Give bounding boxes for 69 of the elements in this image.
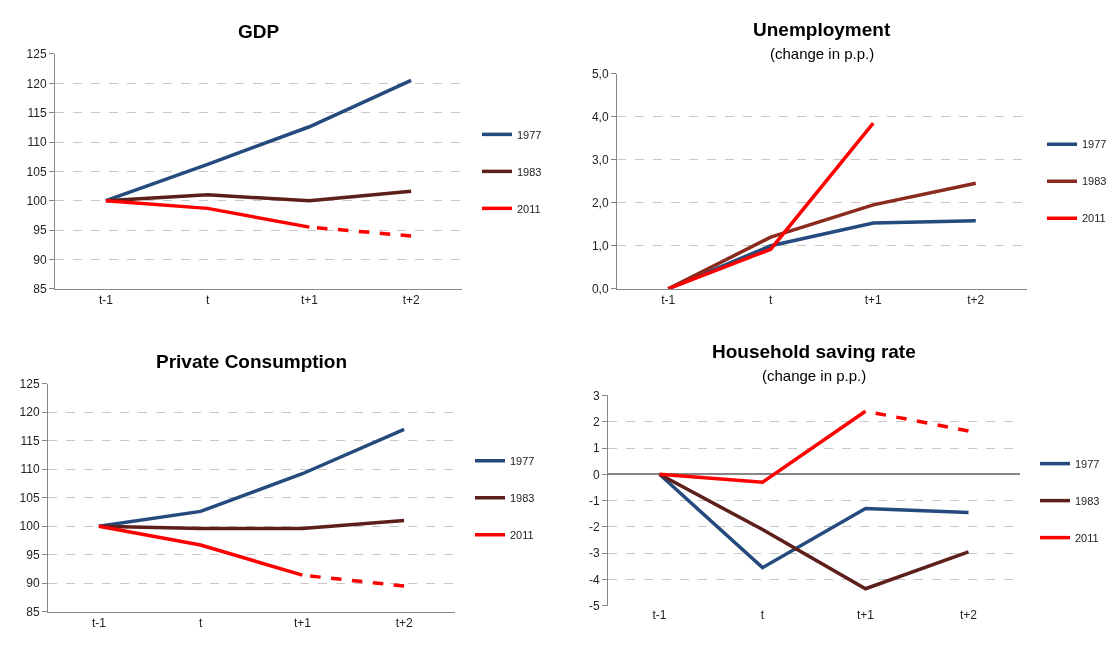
y-tick-label: 95: [26, 547, 40, 562]
y-tick-label: 0: [592, 467, 600, 482]
legend-label: 1977: [1082, 138, 1107, 151]
y-tick-label: 85: [26, 604, 40, 619]
y-tick-label: 110: [27, 135, 47, 150]
y-tick-label: 3,0: [591, 152, 609, 167]
legend-label: 1983: [510, 491, 535, 504]
y-tick-label: 2,0: [591, 195, 609, 210]
y-tick-label: 125: [19, 376, 40, 391]
x-tick-label: t+2: [967, 293, 985, 308]
legend-label: 1983: [1082, 175, 1107, 188]
y-tick-label: 1,0: [591, 238, 609, 253]
y-tick-label: 100: [26, 193, 47, 208]
legend-label: 1983: [1075, 494, 1100, 507]
chart-title: Unemployment: [753, 19, 891, 40]
x-tick-label: t+1: [864, 293, 883, 308]
y-tick-label: -2: [588, 520, 600, 535]
legend-label: 1977: [1075, 457, 1100, 470]
y-tick-label: 2: [592, 414, 600, 429]
y-tick-label: 95: [33, 223, 47, 238]
x-tick-label: t+2: [959, 607, 978, 622]
x-tick-label: t: [769, 293, 774, 308]
legend-label: 2011: [1075, 531, 1099, 544]
chart-subtitle: (change in p.p.): [762, 367, 867, 384]
y-tick-label: 90: [26, 576, 40, 591]
y-tick-label: 115: [20, 433, 40, 448]
legend-label: 1983: [517, 165, 542, 178]
y-tick-label: 105: [26, 164, 47, 179]
x-tick-label: t+2: [395, 616, 413, 631]
y-tick-label: 105: [19, 490, 40, 505]
chart-title: GDP: [238, 21, 280, 42]
y-tick-label: 125: [26, 47, 47, 62]
legend-label: 2011: [1082, 212, 1106, 225]
x-tick-label: t-1: [91, 616, 107, 631]
y-tick-label: 5,0: [591, 66, 609, 81]
line-series: [104, 78, 413, 203]
y-tick-label: 3: [592, 388, 600, 403]
y-tick-label: -3: [588, 546, 600, 561]
y-tick-label: 0,0: [591, 281, 609, 296]
legend-label: 1977: [517, 128, 542, 141]
chart-subtitle: (change in p.p.): [770, 45, 875, 62]
y-tick-label: 110: [20, 462, 40, 477]
y-tick-label: 120: [19, 405, 40, 420]
legend-label: 1977: [510, 454, 535, 467]
x-tick-label: t-1: [98, 293, 114, 308]
x-tick-label: t+1: [300, 293, 319, 308]
x-tick-label: t-1: [661, 293, 676, 308]
y-tick-label: 100: [19, 519, 40, 534]
y-tick-label: -1: [588, 493, 600, 508]
chart-title: Household saving rate: [712, 341, 916, 362]
y-tick-label: -4: [588, 572, 600, 587]
x-tick-label: t-1: [652, 607, 667, 622]
x-tick-label: t+1: [293, 616, 312, 631]
x-tick-label: t+1: [856, 607, 875, 622]
legend-label: 2011: [517, 202, 541, 215]
line-series: [657, 472, 971, 570]
x-tick-label: t: [205, 293, 210, 308]
y-tick-label: 1: [592, 441, 600, 456]
chart-title: Private Consumption: [156, 351, 348, 372]
y-tick-label: -5: [588, 599, 600, 613]
y-tick-label: 120: [26, 76, 47, 91]
y-tick-label: 115: [27, 105, 47, 120]
x-tick-label: t+2: [402, 293, 420, 308]
y-tick-label: 85: [33, 281, 47, 296]
x-tick-label: t: [760, 607, 765, 622]
y-tick-label: 90: [33, 252, 47, 267]
x-tick-label: t: [198, 616, 203, 631]
legend-label: 2011: [510, 528, 534, 541]
y-tick-label: 4,0: [591, 109, 609, 124]
